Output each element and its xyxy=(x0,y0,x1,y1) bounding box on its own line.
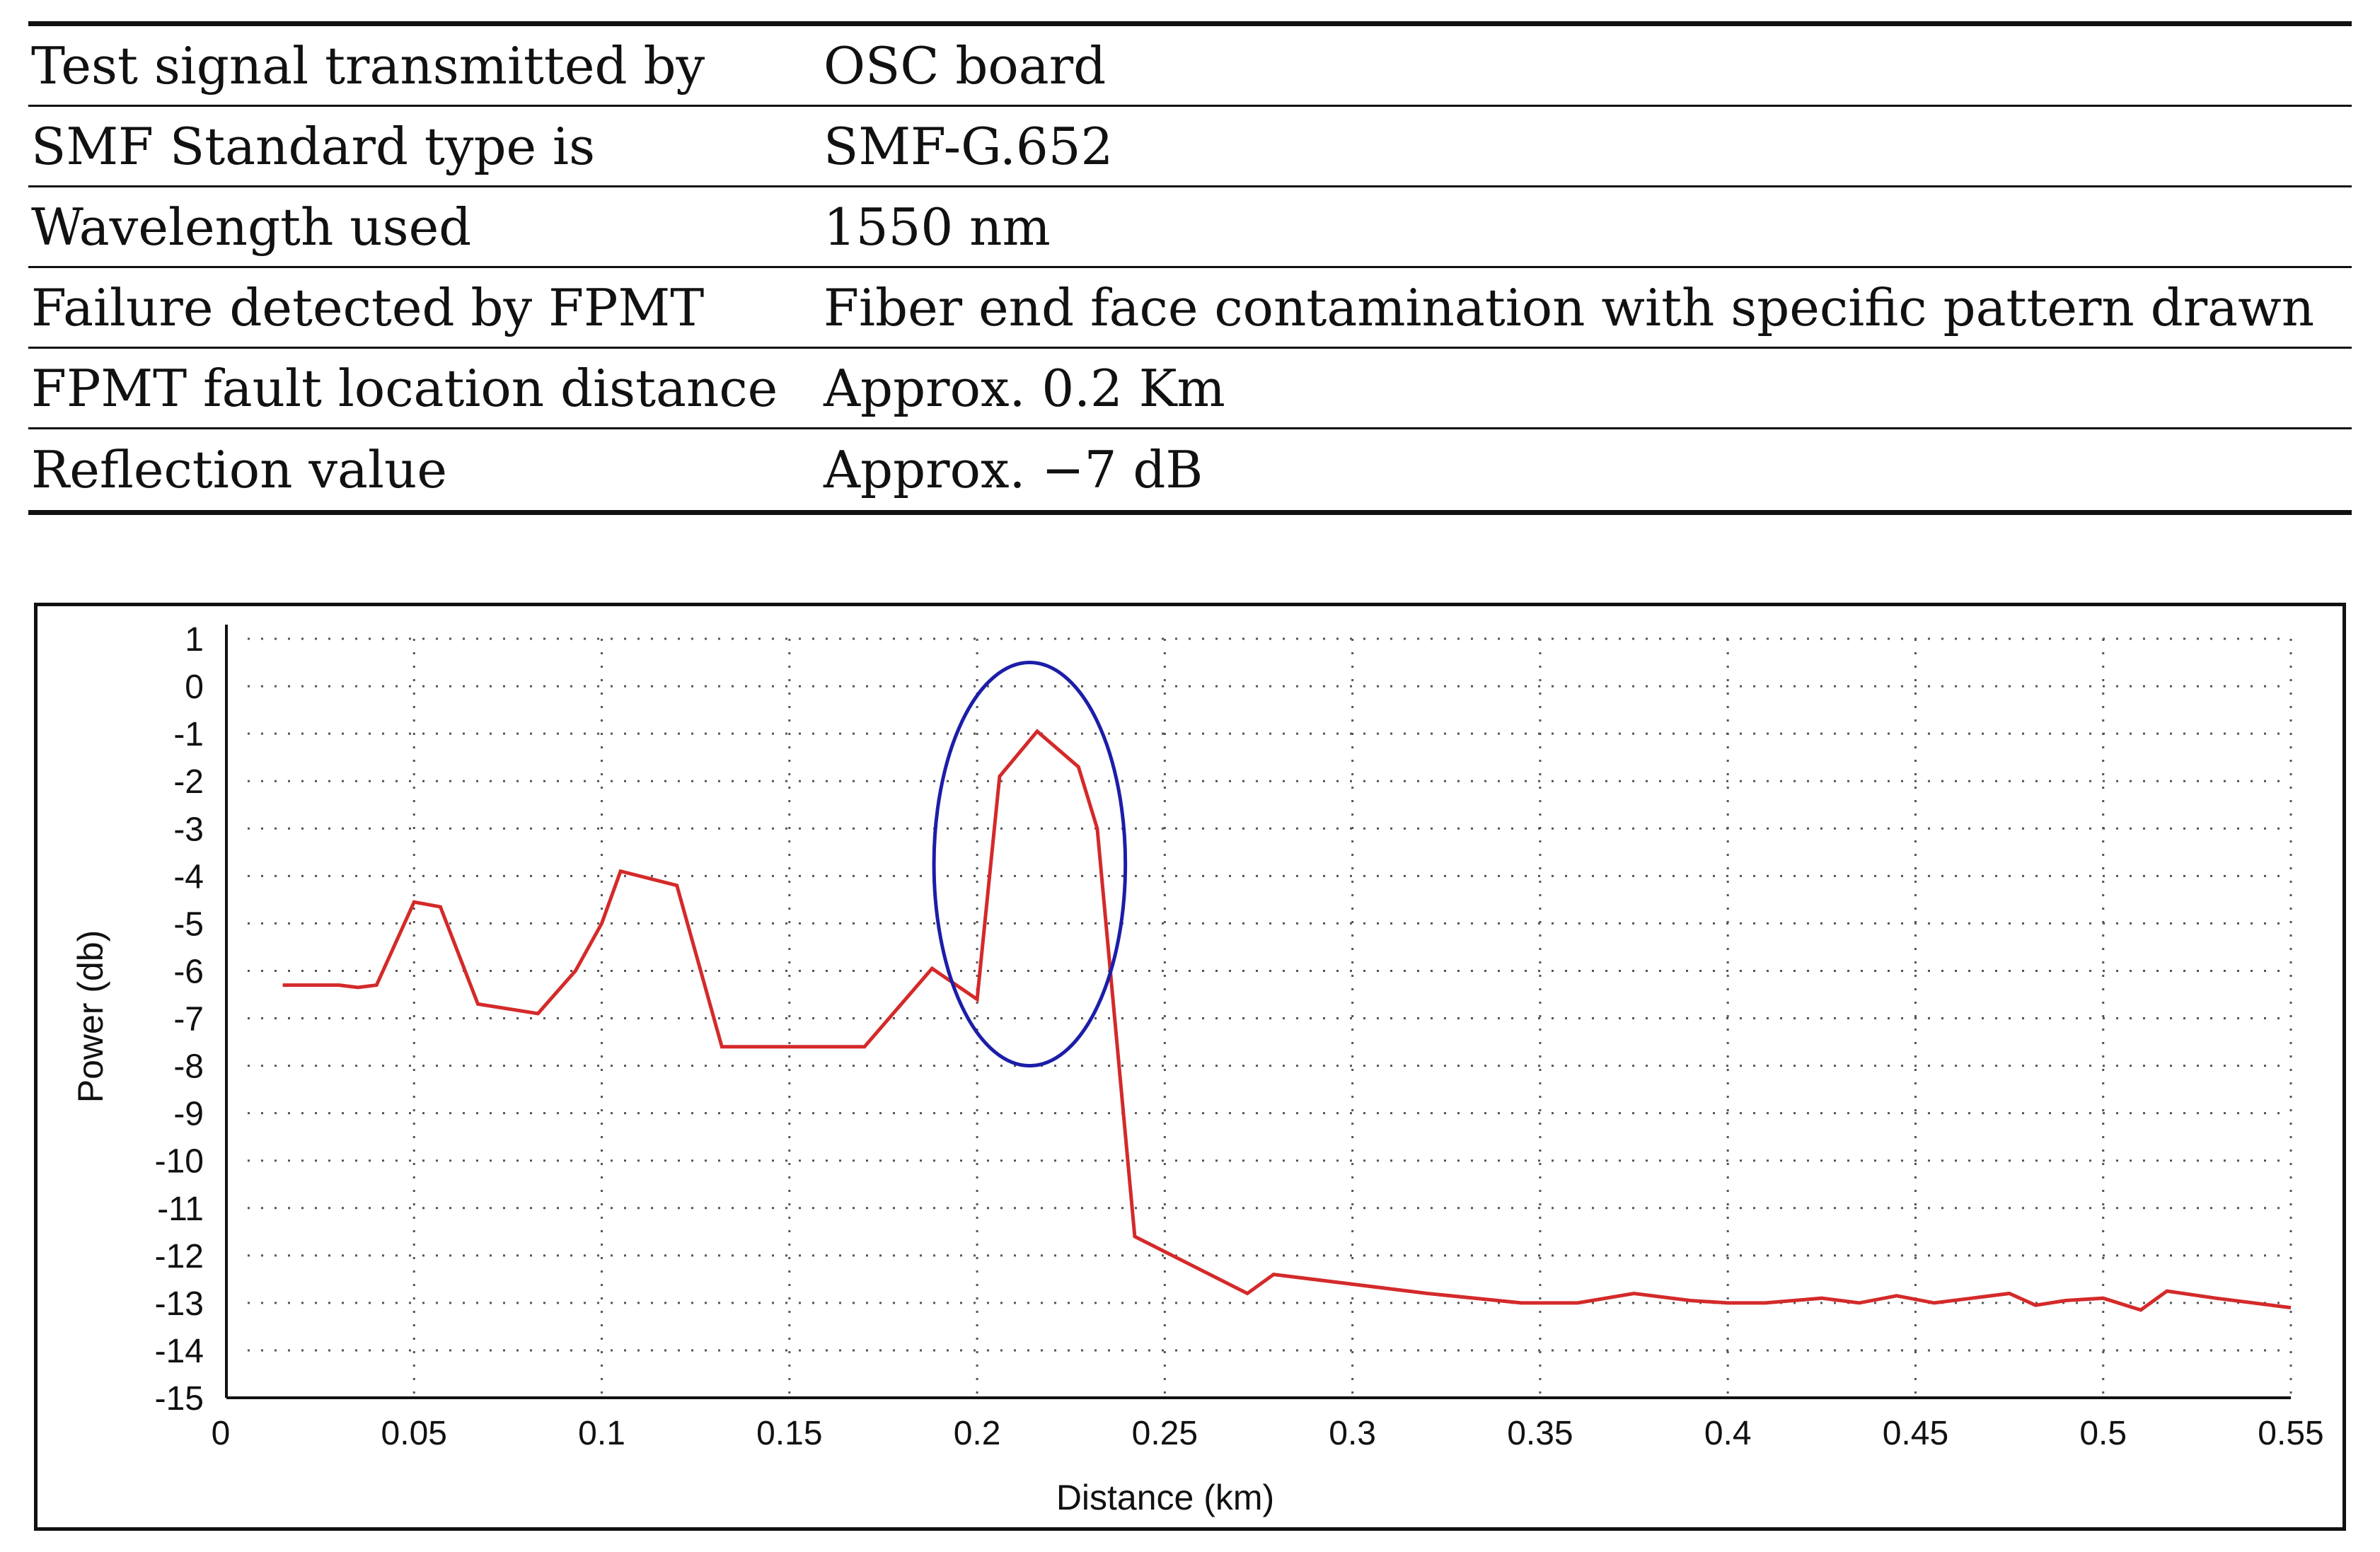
x-tick-label: 0.4 xyxy=(1704,1415,1752,1452)
x-tick-label: 0.5 xyxy=(2079,1415,2127,1452)
y-tick-label: -8 xyxy=(173,1048,204,1086)
series-line-power xyxy=(282,729,2292,1312)
x-tick-label: 0.1 xyxy=(578,1415,625,1452)
table-row: Failure detected by FPMT Fiber end face … xyxy=(28,268,2352,349)
y-tick-label: -5 xyxy=(173,905,204,943)
y-tick-label: 0 xyxy=(185,668,204,706)
row-value: 1550 nm xyxy=(824,197,1051,257)
power-distance-chart: 1 0 -1 -2 -3 -4 -5 -6 -7 -8 -9 -10 -11 -12 -13 -14 -15 0… xyxy=(71,621,2324,1517)
y-tick-label: -15 xyxy=(155,1380,204,1418)
row-value: Approx. 0.2 Km xyxy=(824,358,1225,418)
y-tick-label: -10 xyxy=(155,1143,204,1181)
y-ticks: 1 0 -1 -2 -3 -4 -5 -6 -7 -8 -9 -10 -11 -12 -13 -14 -15 xyxy=(155,621,204,1418)
table-bottom-rule xyxy=(28,510,2352,515)
x-tick-label: 0.25 xyxy=(1132,1415,1198,1452)
y-axis-label: Power (db) xyxy=(71,930,110,1104)
row-value: Approx. −7 dB xyxy=(824,440,1203,499)
table-row: Reflection value Approx. −7 dB xyxy=(28,429,2352,510)
y-tick-label: -12 xyxy=(155,1238,204,1275)
row-label: SMF Standard type is xyxy=(31,116,596,176)
x-tick-label: 0.2 xyxy=(954,1415,1001,1452)
x-tick-label: 0.15 xyxy=(756,1415,822,1452)
table-row: SMF Standard type is SMF-G.652 xyxy=(28,107,2352,187)
annotations xyxy=(932,661,1128,1068)
row-label: Failure detected by FPMT xyxy=(31,277,705,337)
x-axis-label: Distance (km) xyxy=(1056,1478,1274,1517)
row-label: Reflection value xyxy=(31,440,447,499)
y-tick-label: -7 xyxy=(173,1001,204,1038)
parameters-table: Test signal transmitted by OSC board SMF… xyxy=(28,21,2352,515)
x-tick-label: 0 xyxy=(212,1415,231,1452)
x-ticks: 0 0.05 0.1 0.15 0.2 0.25 0.3 0.35 0.4 0.45 0.5 0.55 xyxy=(212,1415,2324,1452)
y-tick-label: -11 xyxy=(157,1191,204,1228)
row-label: Wavelength used xyxy=(31,197,472,257)
row-value: SMF-G.652 xyxy=(824,116,1114,176)
chart-frame: 1 0 -1 -2 -3 -4 -5 -6 -7 -8 -9 -10 -11 -12 -13 -14 -15 0… xyxy=(34,603,2346,1531)
table-row: Wavelength used 1550 nm xyxy=(28,187,2352,268)
x-tick-label: 0.35 xyxy=(1507,1415,1573,1452)
table-top-rule xyxy=(28,21,2352,26)
y-tick-label: -9 xyxy=(173,1096,204,1133)
y-tick-label: 1 xyxy=(185,621,204,659)
y-tick-label: -6 xyxy=(173,953,204,990)
x-tick-label: 0.45 xyxy=(1883,1415,1948,1452)
x-tick-label: 0.3 xyxy=(1329,1415,1376,1452)
table-row: FPMT fault location distance Approx. 0.2… xyxy=(28,349,2352,429)
highlight-ellipse xyxy=(932,661,1128,1068)
row-label: Test signal transmitted by xyxy=(31,35,705,95)
series xyxy=(282,729,2292,1312)
row-value: Fiber end face contamination with specif… xyxy=(824,277,2315,337)
y-tick-label: -4 xyxy=(173,858,204,896)
axes xyxy=(225,625,2291,1399)
y-tick-label: -1 xyxy=(173,716,204,753)
y-tick-label: -2 xyxy=(173,763,204,801)
y-tick-label: -14 xyxy=(155,1333,204,1370)
table-row: Test signal transmitted by OSC board xyxy=(28,26,2352,107)
x-tick-label: 0.05 xyxy=(381,1415,447,1452)
row-label: FPMT fault location distance xyxy=(31,358,778,418)
row-value: OSC board xyxy=(824,35,1107,95)
y-tick-label: -3 xyxy=(173,811,204,848)
y-tick-label: -13 xyxy=(155,1285,204,1323)
grid xyxy=(248,637,2292,1398)
x-tick-label: 0.55 xyxy=(2258,1415,2323,1452)
